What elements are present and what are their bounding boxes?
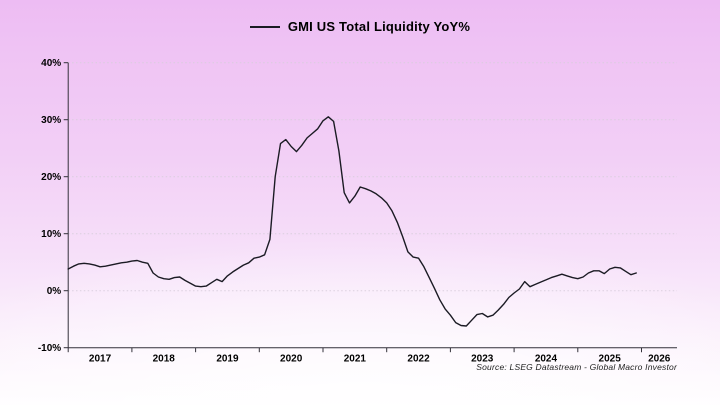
liquidity-line (67, 116, 637, 327)
y-axis-label-10pct: 10% (41, 229, 61, 240)
source-credit: Source: LSEG Datastream - Global Macro I… (476, 362, 677, 372)
legend-line-sample (249, 25, 280, 28)
x-axis-label-2017: 2017 (89, 354, 112, 365)
x-axis-label-2022: 2022 (407, 354, 430, 365)
x-axis-label-2019: 2019 (216, 354, 239, 365)
y-axis-label-40pct: 40% (41, 58, 61, 69)
y-axis-label--10pct: -10% (38, 343, 61, 354)
chart-legend: GMI US Total Liquidity YoY% (0, 19, 720, 34)
x-axis-label-2021: 2021 (344, 354, 367, 365)
x-axis-label-2026: 2026 (648, 354, 671, 365)
chart-title: GMI US Total Liquidity YoY% (287, 19, 471, 34)
x-axis-label-2025: 2025 (599, 354, 622, 365)
x-axis-label-2018: 2018 (153, 354, 176, 365)
y-axis-label-20pct: 20% (41, 172, 61, 183)
y-axis-label-0pct: 0% (47, 286, 62, 297)
x-axis-label-2020: 2020 (280, 354, 303, 365)
x-axis-label-2024: 2024 (535, 354, 558, 365)
y-axis-label-30pct: 30% (41, 115, 61, 126)
x-axis-label-2023: 2023 (471, 354, 494, 365)
